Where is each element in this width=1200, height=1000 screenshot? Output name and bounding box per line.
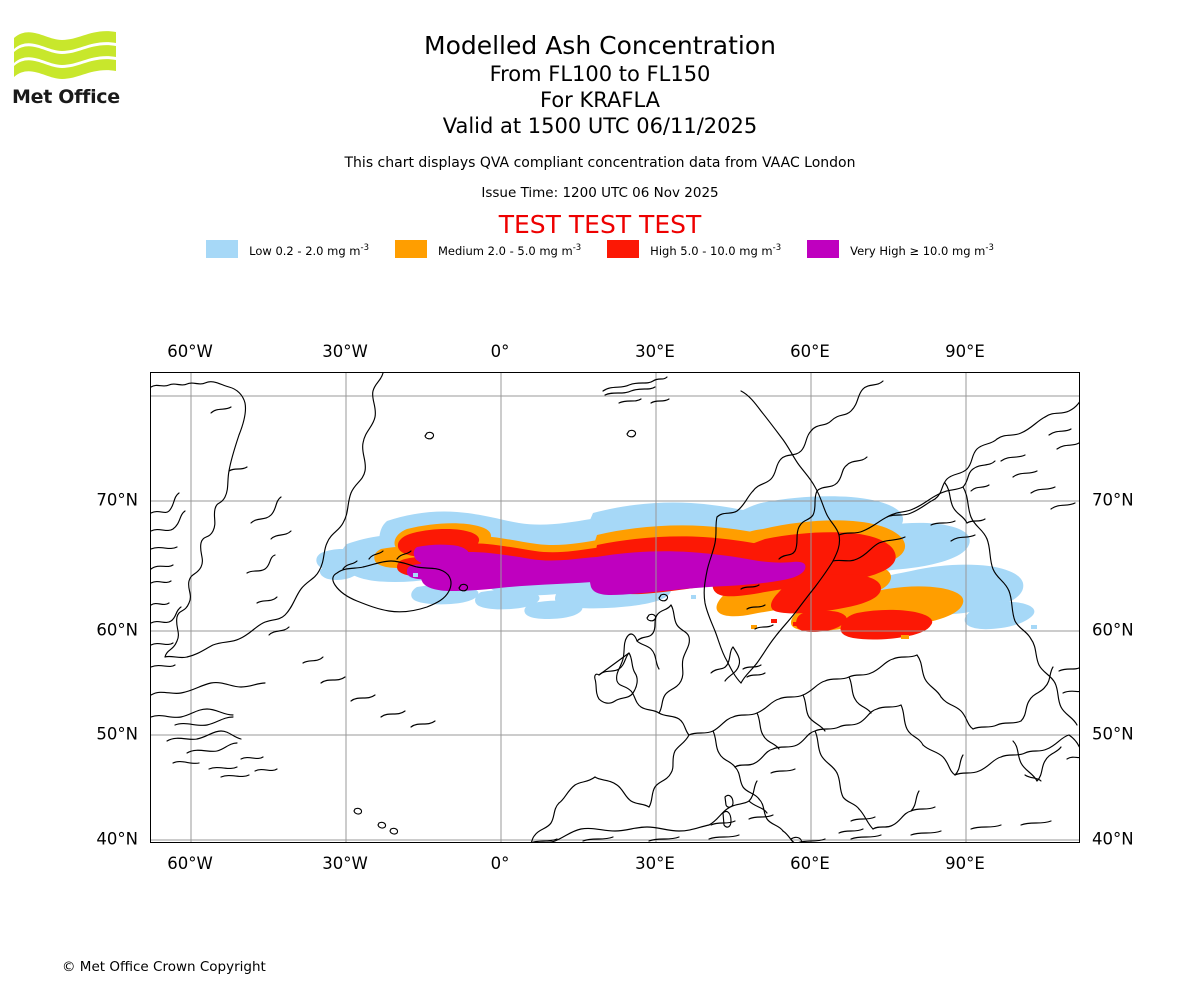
map-plot-area [150, 372, 1080, 843]
plume-medium-specks [751, 625, 909, 639]
lon-tick-bottom-2: 0° [490, 854, 510, 873]
ash-plume-layer [316, 496, 1037, 640]
lon-tick-bottom-0: 60°W [167, 854, 213, 873]
ash-concentration-map: 60°W 60°W 30°W 30°W 0° 0° 30°E 30°E 60°E 60°E 90°E… [96, 342, 1133, 873]
met-office-wordmark: Met Office [12, 86, 120, 108]
lat-tick-left-0: 70°N [96, 490, 138, 510]
lat-tick-right-2: 50°N [1092, 724, 1134, 744]
plume-very-high-contour [406, 544, 806, 595]
plume-low-specks [413, 573, 1037, 629]
map-gridlines [151, 373, 1079, 842]
lat-tick-left-1: 60°N [96, 620, 138, 640]
lon-tick-top-4: 60°E [790, 342, 830, 361]
legend-exponent-very-high: -3 [985, 242, 994, 253]
met-office-wave-icon [14, 31, 116, 79]
legend-swatch-medium [394, 240, 427, 258]
lon-tick-bottom-5: 90°E [945, 854, 985, 873]
valid-time: Valid at 1500 UTC 06/11/2025 [442, 114, 758, 138]
chart-title-block: Modelled Ash Concentration From FL100 to… [0, 0, 1200, 240]
volcano-name: For KRAFLA [540, 88, 660, 112]
copyright-notice: © Met Office Crown Copyright [62, 959, 266, 975]
legend-label-high: High 5.0 - 10.0 mg m-3 [650, 242, 782, 258]
test-banner: TEST TEST TEST [498, 210, 702, 239]
lon-tick-top-2: 0° [490, 342, 510, 361]
legend-label-low: Low 0.2 - 2.0 mg m-3 [249, 242, 369, 258]
legend-swatch-high [607, 240, 640, 258]
chart-description: This chart displays QVA compliant concen… [344, 155, 856, 171]
lon-tick-top-0: 60°W [167, 342, 213, 361]
met-office-logo: Met Office [12, 26, 120, 114]
issue-time: Issue Time: 1200 UTC 06 Nov 2025 [481, 185, 719, 201]
lat-tick-left-3: 40°N [96, 829, 138, 849]
lat-tick-right-0: 70°N [1092, 490, 1134, 510]
lon-tick-top-5: 90°E [945, 342, 985, 361]
legend-label-medium: Medium 2.0 - 5.0 mg m-3 [437, 242, 582, 258]
legend-exponent-low: -3 [360, 242, 369, 253]
flight-level-range: From FL100 to FL150 [489, 62, 711, 86]
lon-tick-bottom-4: 60°E [790, 854, 830, 873]
legend-swatch-very-high [807, 240, 840, 258]
lat-tick-right-3: 40°N [1092, 829, 1134, 849]
concentration-legend: Low 0.2 - 2.0 mg m-3 Medium 2.0 - 5.0 mg … [0, 240, 1200, 258]
legend-swatch-low [206, 240, 239, 258]
legend-item-very-high: Very High ≥ 10.0 mg m-3 [807, 240, 994, 258]
map-canvas [151, 373, 1079, 842]
coastline-layer [151, 373, 1079, 842]
legend-label-very-high: Very High ≥ 10.0 mg m-3 [850, 242, 994, 258]
legend-item-high: High 5.0 - 10.0 mg m-3 [607, 240, 781, 258]
lon-tick-bottom-3: 30°E [635, 854, 675, 873]
plume-high-specks [771, 617, 858, 626]
legend-exponent-medium: -3 [572, 242, 582, 253]
page-title: Modelled Ash Concentration [424, 31, 776, 60]
lon-tick-top-3: 30°E [635, 342, 675, 361]
legend-item-low: Low 0.2 - 2.0 mg m-3 [206, 240, 369, 258]
lon-tick-bottom-1: 30°W [322, 854, 368, 873]
legend-item-medium: Medium 2.0 - 5.0 mg m-3 [394, 240, 582, 258]
lat-tick-right-1: 60°N [1092, 620, 1134, 640]
lon-tick-top-1: 30°W [322, 342, 368, 361]
lat-tick-left-2: 50°N [96, 724, 138, 744]
legend-exponent-high: -3 [772, 242, 782, 253]
